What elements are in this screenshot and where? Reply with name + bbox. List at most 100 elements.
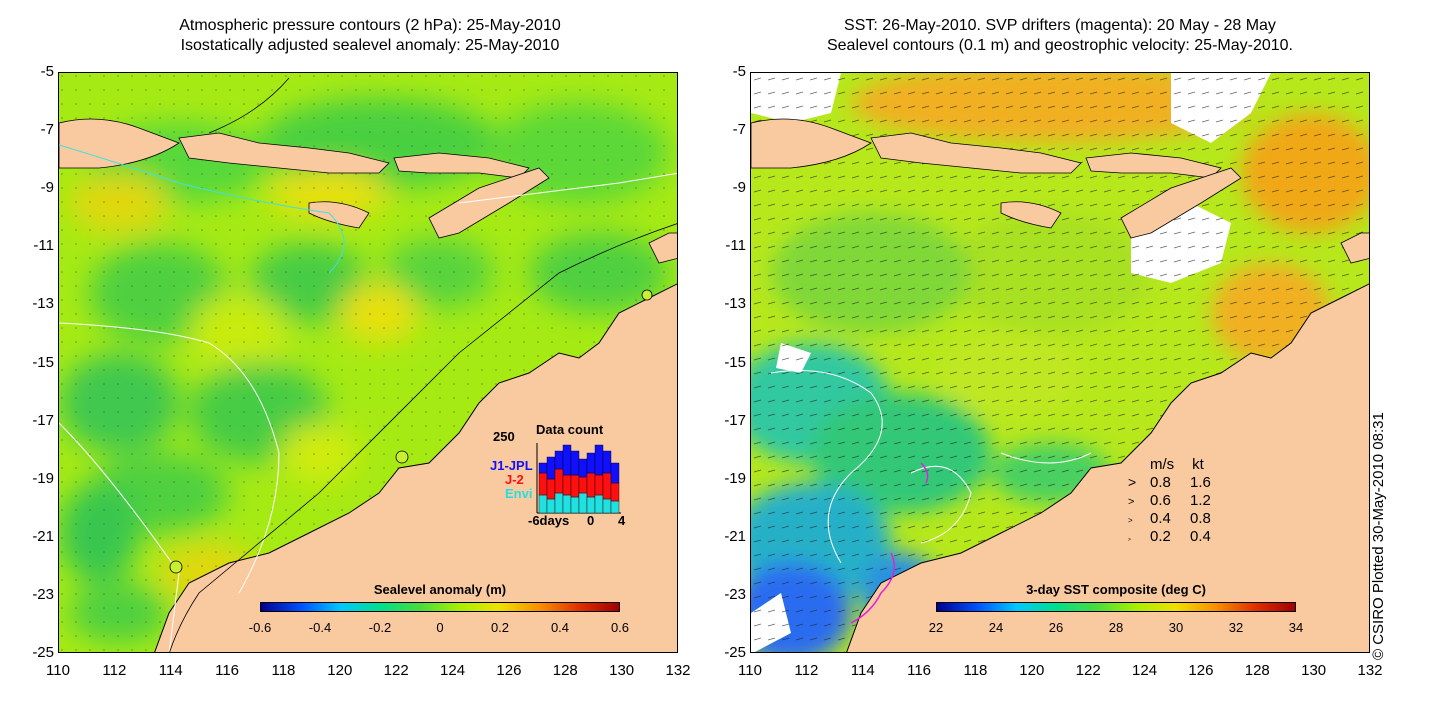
velocity-key-header: m/s kt [1150,456,1204,473]
velocity-key-row: >0.8 1.6 [1128,474,1211,491]
colorbar-tick-label: 28 [1108,620,1124,635]
colorbar-tick-label: 0 [436,620,444,635]
island-sumba [1000,201,1062,229]
inset-bar-segment [554,468,564,494]
y-tick-label: -25 [724,644,746,661]
inset-bar-segment [586,496,596,514]
colorbar-tick-label: 32 [1228,620,1244,635]
inset-bar-segment [602,472,612,500]
sst-map-canvas [751,73,1369,652]
data-count-inset [536,443,621,514]
inset-bar-segment [570,496,580,514]
y-tick-label: -13 [724,295,746,313]
x-tick-label: 128 [552,662,578,679]
sealevel-map-canvas [59,73,677,652]
x-tick-label: 122 [1075,662,1101,679]
left-panel-title: Atmospheric pressure contours (2 hPa): 2… [60,16,680,56]
inset-bar-segment [610,462,620,484]
velocity-header-ms: m/s [1150,456,1175,473]
inset-title: Data count [536,422,604,437]
right-title-line1: SST: 26-May-2010. SVP drifters (magenta)… [844,17,1276,34]
island-java [59,118,180,169]
inset-bar-segment [586,472,596,498]
velocity-kt-value: 0.4 [1190,528,1211,545]
x-tick-label: 126 [496,662,522,679]
inset-bar-segment [538,494,548,514]
isobath-line [169,223,677,652]
x-tick-label: 130 [1301,662,1327,679]
y-tick-label: -15 [32,353,54,371]
inset-ymax-label: 250 [493,429,515,444]
y-tick-label: -19 [724,469,746,487]
inset-bar-segment [570,450,580,476]
left-title-line1: Atmospheric pressure contours (2 hPa): 2… [179,17,561,34]
island-timor [428,167,550,239]
inset-bar-segment [546,478,556,500]
velocity-kt-value: 1.2 [1190,492,1211,509]
inset-bar-segment [602,450,612,474]
colorbar-tick-label: 22 [928,620,944,635]
inset-bar-segment [610,500,620,514]
island-east [1340,232,1369,264]
colorbar-tick-label: -0.2 [368,620,392,635]
island-timor [1120,167,1242,239]
y-tick-label: -17 [32,411,54,429]
inset-bar-segment [578,458,588,478]
left-title-line2: Isostatically adjusted sealevel anomaly:… [180,37,560,54]
inset-bar-segment [594,474,604,496]
inset-bar-segment [586,452,596,474]
x-tick-label: 124 [1132,662,1158,679]
x-tick-label: 128 [1244,662,1270,679]
inset-bar-segment [562,474,572,496]
inset-bar-segment [554,492,564,514]
x-tick-label: 132 [1357,662,1383,679]
y-tick-label: -23 [724,585,746,603]
sealevel-contour [910,465,972,544]
velocity-key-row: >0.2 0.4 [1128,528,1211,545]
right-title-line2: Sealevel contours (0.1 m) and geostrophi… [826,37,1293,54]
sealevel-anomaly-map [58,72,678,653]
island-sumba [308,201,370,229]
left-colorbar [260,602,620,612]
y-tick-label: -11 [33,237,54,255]
inset-bar-segment [546,498,556,514]
australia-land [154,283,677,652]
y-tick-label: -17 [724,411,746,429]
pressure-contour-white [59,322,280,594]
x-tick-label: 112 [102,662,127,679]
y-tick-label: -11 [725,237,746,255]
x-tick-label: 118 [963,662,988,679]
sealevel-contour [1000,452,1092,464]
inset-legend-envi: Envi [505,486,533,501]
x-tick-label: 126 [1188,662,1214,679]
right-colorbar [936,602,1296,612]
velocity-arrow-icon: > [1128,496,1135,508]
tide-gauge-marker [169,560,183,574]
inset-bar-segment [578,476,588,494]
x-tick-label: 120 [327,662,353,679]
inset-bar-segment [610,482,620,502]
x-tick-label: 132 [665,662,691,679]
pressure-contour-white-3 [458,172,677,204]
left-colorbar-title: Sealevel anomaly (m) [373,582,507,597]
velocity-header-kt: kt [1192,456,1204,473]
colorbar-tick-label: -0.4 [308,620,332,635]
island-chain [178,132,390,174]
velocity-ms-value: 0.8 [1150,474,1171,491]
colorbar-tick-label: 30 [1168,620,1184,635]
y-tick-label: -5 [40,63,54,80]
inset-xlabel-end: 4 [618,513,626,528]
right-colorbar-title: 3-day SST composite (deg C) [1026,582,1206,597]
inset-bar-segment [594,494,604,514]
x-tick-label: 116 [907,662,932,679]
inset-xlabel-start: -6days [528,513,570,528]
inset-legend-j1jpl: J1-JPL [490,458,533,473]
x-tick-label: 120 [1019,662,1045,679]
svp-drifter-track [920,462,929,484]
inset-legend-j2: J-2 [505,472,524,487]
right-panel-title: SST: 26-May-2010. SVP drifters (magenta)… [750,16,1370,56]
island-java [751,118,872,169]
pressure-contour-cyan [59,144,345,274]
colorbar-tick-label: -0.6 [248,620,272,635]
island-chain [870,132,1082,174]
